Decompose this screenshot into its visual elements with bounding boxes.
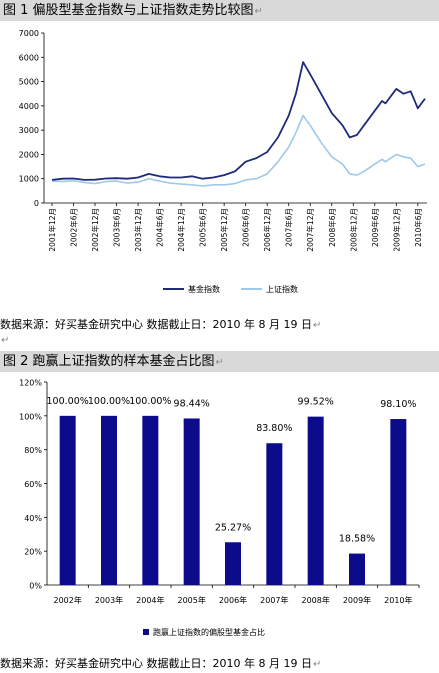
y-tick-label: 2000 <box>19 150 39 159</box>
paragraph-mark-icon: ↵ <box>1 335 10 346</box>
y-tick-label: 40% <box>24 514 42 523</box>
chart1-source: 数据来源：好买基金研究中心 数据截止日：2010 年 8 月 19 日↵ <box>0 316 321 332</box>
bar-chart: 0%20%40%60%80%100%120% 100.00% 100.00% 100… <box>19 379 420 637</box>
x-tick-label: 2004年6月 <box>155 208 165 247</box>
bar <box>307 416 324 585</box>
x-tick-label: 2002年6月 <box>69 208 79 247</box>
chart2-data-labels: 100.00% 100.00% 100.00% 98.44%25.27%83.80%9… <box>47 396 417 545</box>
y-tick-label: 0 <box>34 199 39 208</box>
x-tick-label: 2003年6月 <box>112 208 122 247</box>
x-tick-label: 2009年 <box>343 595 371 605</box>
chart2-x-ticks: 2002年 2003年 2004年 2005年 2006年 2007年 2008年 2009年… <box>53 585 420 605</box>
chart1-source-text: 数据来源：好买基金研究中心 数据截止日：2010 年 8 月 19 日 <box>0 318 312 331</box>
paragraph-mark-icon: ↵ <box>215 357 224 368</box>
x-tick-label: 2008年6月 <box>327 208 337 247</box>
paragraph-mark-icon: ↵ <box>312 320 322 331</box>
bar <box>183 418 200 585</box>
x-tick-label: 2009年6月 <box>370 208 380 247</box>
legend-label-fund: 基金指数 <box>188 284 220 294</box>
legend-label-bar: 跑赢上证指数的偏股型基金占比 <box>153 627 265 637</box>
chart2-legend: 跑赢上证指数的偏股型基金占比 <box>143 627 265 637</box>
chart1-caption-text: 图 1 偏股型基金指数与上证指数走势比较图 <box>3 3 254 18</box>
x-tick-label: 2006年 <box>219 595 247 605</box>
x-tick-label: 2004年12月 <box>176 208 186 252</box>
x-tick-label: 2010年6月 <box>413 208 423 247</box>
y-tick-label: 80% <box>24 446 42 455</box>
chart1-x-ticks: 2001年12月 2002年6月 2002年12月 2003年6月 2003年12月 20… <box>47 203 423 252</box>
y-tick-label: 0% <box>29 582 42 591</box>
y-tick-label: 4000 <box>19 102 39 111</box>
x-tick-label: 2007年12月 <box>305 208 315 252</box>
x-tick-label: 2005年12月 <box>219 208 229 252</box>
chart1-y-ticks: 0 1000 2000 3000 4000 5000 6000 7000 <box>19 29 44 208</box>
data-label: 99.52% <box>298 397 334 408</box>
bar <box>225 542 241 585</box>
x-tick-label: 2009年12月 <box>391 208 401 252</box>
y-tick-label: 100% <box>19 412 42 421</box>
x-tick-label: 2007年6月 <box>284 208 294 247</box>
chart2-bars <box>59 415 407 585</box>
x-tick-label: 2005年 <box>177 595 205 605</box>
x-tick-label: 2006年6月 <box>241 208 251 247</box>
bar <box>142 415 159 585</box>
paragraph-mark-icon: ↵ <box>312 659 322 670</box>
data-label: 83.80% <box>256 423 292 434</box>
x-tick-label: 2008年12月 <box>348 208 358 252</box>
data-label: 25.27% <box>215 522 251 533</box>
series-line-fund <box>51 61 426 181</box>
x-tick-label: 2008年 <box>301 595 329 605</box>
x-tick-label: 2002年 <box>53 595 81 605</box>
bar <box>349 553 365 585</box>
chart1-axes <box>43 33 427 204</box>
y-tick-label: 1000 <box>19 175 39 184</box>
legend-label-sse: 上证指数 <box>266 284 298 294</box>
y-tick-label: 3000 <box>19 126 39 135</box>
y-tick-label: 6000 <box>19 53 39 62</box>
y-tick-label: 7000 <box>19 29 39 38</box>
bar <box>266 443 283 585</box>
x-tick-label: 2003年 <box>95 595 123 605</box>
x-tick-label: 2003年12月 <box>133 208 143 252</box>
x-tick-label: 2001年12月 <box>47 208 57 252</box>
blank-paragraph-mark: ↵ <box>0 333 9 346</box>
x-tick-label: 2002年12月 <box>90 208 100 252</box>
chart2-caption-text: 图 2 跑赢上证指数的样本基金占比图 <box>3 354 215 369</box>
data-label: 100.00% <box>129 396 171 407</box>
y-tick-label: 5000 <box>19 78 39 87</box>
x-tick-label: 2006年12月 <box>262 208 272 252</box>
x-tick-label: 2007年 <box>260 595 288 605</box>
x-tick-label: 2004年 <box>136 595 164 605</box>
chart2-source-text: 数据来源：好买基金研究中心 数据截止日：2010 年 8 月 19 日 <box>0 657 312 670</box>
x-tick-label: 2010年 <box>384 595 412 605</box>
bar <box>390 419 407 585</box>
y-tick-label: 60% <box>24 480 42 489</box>
chart2-y-ticks: 0% 20% 40% 60% 80% 100% 120% <box>19 379 47 591</box>
chart2-caption: 图 2 跑赢上证指数的样本基金占比图↵ <box>0 351 439 372</box>
bar <box>101 415 117 585</box>
x-tick-label: 2005年6月 <box>198 208 208 247</box>
chart2-source: 数据来源：好买基金研究中心 数据截止日：2010 年 8 月 19 日↵ <box>0 655 321 671</box>
legend-swatch-bar <box>143 629 149 635</box>
y-tick-label: 20% <box>24 548 42 557</box>
chart1-series <box>51 61 426 187</box>
series-line-sse <box>51 114 426 187</box>
chart1-legend: 基金指数 上证指数 <box>163 284 298 294</box>
data-label: 100.00% <box>47 396 89 407</box>
chart1-caption: 图 1 偏股型基金指数与上证指数走势比较图↵ <box>0 0 439 21</box>
y-tick-label: 120% <box>19 379 42 388</box>
data-label: 98.10% <box>380 399 416 410</box>
data-label: 18.58% <box>339 534 375 545</box>
data-label: 98.44% <box>174 398 210 409</box>
bar <box>59 415 76 585</box>
paragraph-mark-icon: ↵ <box>254 6 263 17</box>
data-label: 100.00% <box>88 396 130 407</box>
